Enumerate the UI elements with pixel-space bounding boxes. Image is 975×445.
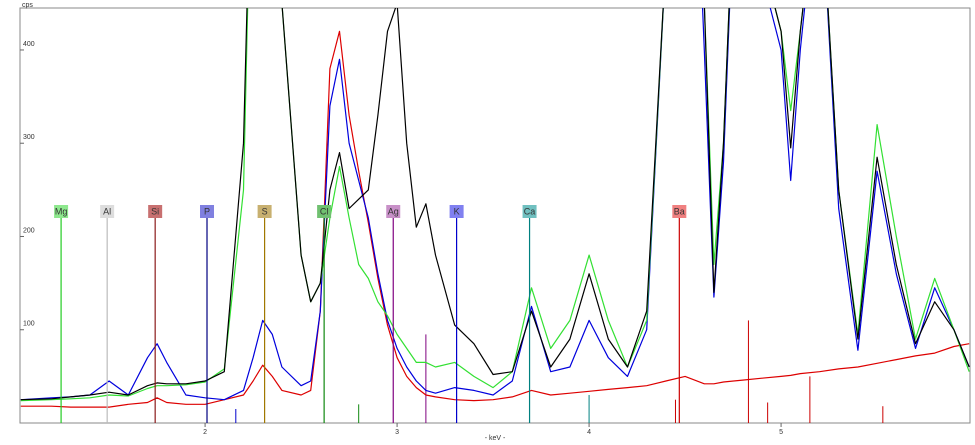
element-label-box <box>100 205 115 218</box>
y-tick-label: 200 <box>23 227 35 234</box>
plot-area: Mg Al Si P S Cl Ag K Ca Ba <box>20 8 970 423</box>
x-tick-label: 4 <box>587 429 591 436</box>
element-label: S <box>262 206 268 216</box>
element-label-box <box>200 205 215 218</box>
element-label-box <box>54 205 69 218</box>
y-axis-label: cps <box>22 2 33 9</box>
element-label: K <box>454 206 460 216</box>
spectrum-line <box>20 8 970 402</box>
plot-frame <box>19 7 971 424</box>
y-tick-label: 400 <box>23 41 35 48</box>
x-tick-label: 3 <box>395 429 399 436</box>
spectrum-line <box>20 8 970 401</box>
element-label-box <box>449 205 464 218</box>
element-label-box <box>257 205 272 218</box>
element-label: Mg <box>55 206 68 216</box>
element-label-box <box>672 205 687 218</box>
element-label-box <box>317 205 332 218</box>
element-label: Cl <box>320 206 329 216</box>
x-tick-label: 5 <box>779 429 783 436</box>
element-label-box <box>148 205 163 218</box>
spectrum-line <box>20 30 970 408</box>
element-label: Si <box>151 206 159 216</box>
element-label-box <box>386 205 401 218</box>
element-label: P <box>204 206 210 216</box>
element-label: Ca <box>524 206 536 216</box>
x-tick-label: 2 <box>203 429 207 436</box>
x-axis-label: - keV - <box>485 435 506 442</box>
element-label: Ag <box>388 206 399 216</box>
y-tick-label: 300 <box>23 134 35 141</box>
element-label-box <box>522 205 537 218</box>
element-label: Al <box>103 206 111 216</box>
spectrum-line <box>20 8 970 401</box>
y-tick-label: 100 <box>23 321 35 328</box>
element-label: Ba <box>674 206 685 216</box>
